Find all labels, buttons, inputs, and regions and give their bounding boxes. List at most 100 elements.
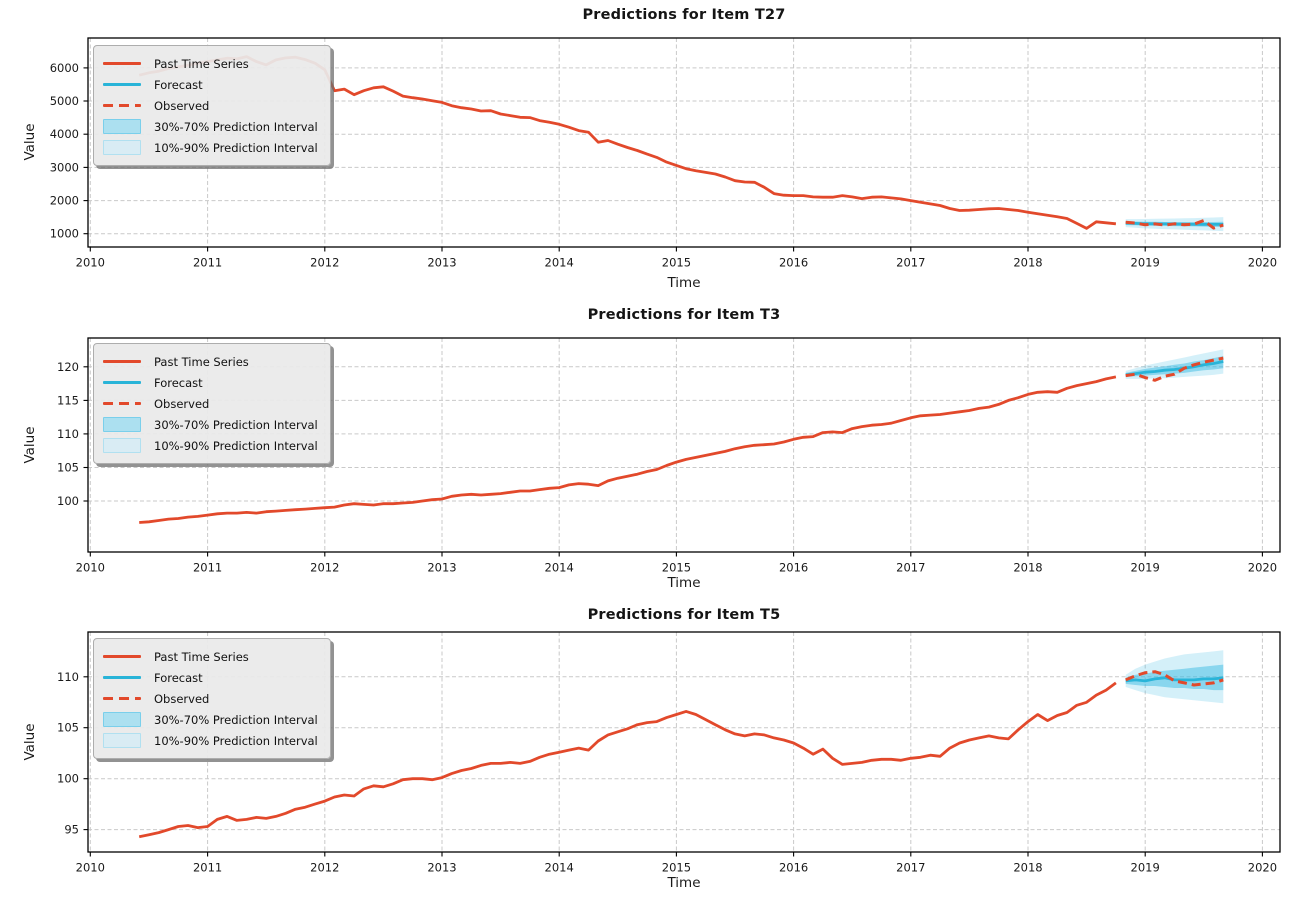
y-tick-label: 120 — [57, 360, 79, 374]
y-tick-label: 100 — [57, 494, 79, 508]
y-tick-label: 100 — [57, 772, 79, 786]
x-axis-label: Time — [667, 575, 701, 591]
x-tick-label: 2017 — [896, 256, 925, 270]
legend-item: Past Time Series — [103, 351, 318, 372]
prediction-chart-t3: 2010 2011 2012 2013 2014 2015 2016 2017 2018 2019… — [0, 300, 1293, 600]
x-tick-label: 2016 — [779, 561, 808, 575]
observed-dashed-swatch-icon — [103, 103, 141, 108]
band-30-70-swatch-icon — [103, 119, 141, 134]
chart-title: Predictions for Item T27 — [582, 7, 786, 23]
y-tick-label: 2000 — [50, 194, 79, 208]
x-tick-label: 2016 — [779, 861, 808, 875]
tick-labels: 2010 2011 2012 2013 2014 2015 2016 2017 2018 2019… — [57, 360, 1277, 575]
legend: Past Time Series Forecast Observed 30%-70% … — [93, 343, 331, 464]
y-tick-label: 110 — [57, 427, 79, 441]
x-tick-label: 2011 — [193, 561, 222, 575]
y-tick-label: 3000 — [50, 160, 79, 174]
plot-frame — [87, 337, 1281, 553]
chart-title: Predictions for Item T5 — [587, 607, 781, 623]
y-tick-label: 115 — [57, 393, 79, 407]
x-tick-label: 2020 — [1248, 561, 1277, 575]
x-tick-label: 2015 — [662, 561, 691, 575]
legend-label: 30%-70% Prediction Interval — [154, 119, 318, 134]
x-tick-label: 2014 — [545, 561, 574, 575]
legend-item: Forecast — [103, 667, 318, 688]
plot-frame — [87, 631, 1281, 853]
legend-item: Past Time Series — [103, 53, 318, 74]
forecast-line — [1125, 676, 1224, 683]
y-axis-label: Value — [22, 426, 38, 464]
band-10-90-swatch-icon — [103, 438, 141, 453]
legend-label: Forecast — [154, 77, 203, 92]
x-tick-label: 2015 — [662, 256, 691, 270]
x-tick-label: 2020 — [1248, 256, 1277, 270]
y-tick-label: 5000 — [50, 94, 79, 108]
legend-label: Past Time Series — [154, 649, 249, 664]
forecast-line-swatch-icon — [103, 380, 141, 385]
legend-item: 30%-70% Prediction Interval — [103, 414, 318, 435]
tick-marks — [83, 676, 1263, 857]
legend-label: Past Time Series — [154, 56, 249, 71]
x-tick-label: 2011 — [193, 256, 222, 270]
past-series-line — [138, 681, 1117, 839]
y-tick-label: 6000 — [50, 61, 79, 75]
x-tick-label: 2018 — [1013, 256, 1042, 270]
legend-item: Observed — [103, 393, 318, 414]
x-axis-label: Time — [667, 275, 701, 291]
legend-label: 10%-90% Prediction Interval — [154, 733, 318, 748]
legend-item: Observed — [103, 688, 318, 709]
tick-labels: 2010 2011 2012 2013 2014 2015 2016 2017 2018 2019… — [57, 670, 1277, 875]
x-tick-label: 2018 — [1013, 561, 1042, 575]
x-tick-label: 2019 — [1131, 861, 1160, 875]
legend-item: Past Time Series — [103, 646, 318, 667]
x-tick-label: 2012 — [310, 861, 339, 875]
legend-label: 10%-90% Prediction Interval — [154, 140, 318, 155]
x-tick-label: 2018 — [1013, 861, 1042, 875]
legend-label: Observed — [154, 396, 210, 411]
x-tick-label: 2020 — [1248, 861, 1277, 875]
band-10-90-swatch-icon — [103, 140, 141, 155]
y-tick-label: 1000 — [50, 227, 79, 241]
y-axis-label: Value — [22, 123, 38, 161]
y-tick-label: 105 — [57, 721, 79, 735]
band-10-90-swatch-icon — [103, 733, 141, 748]
x-tick-label: 2017 — [896, 561, 925, 575]
chart-title: Predictions for Item T3 — [587, 307, 781, 323]
prediction-chart-t5: 2010 2011 2012 2013 2014 2015 2016 2017 2018 2019… — [0, 600, 1293, 900]
legend-label: Observed — [154, 691, 210, 706]
x-tick-label: 2019 — [1131, 561, 1160, 575]
x-tick-label: 2016 — [779, 256, 808, 270]
observed-line — [1125, 219, 1224, 230]
observed-line — [1125, 356, 1224, 382]
legend-label: Observed — [154, 98, 210, 113]
legend: Past Time Series Forecast Observed 30%-70% … — [93, 45, 331, 166]
x-tick-label: 2017 — [896, 861, 925, 875]
forecast-line — [1125, 360, 1224, 377]
x-tick-label: 2015 — [662, 861, 691, 875]
y-tick-label: 4000 — [50, 127, 79, 141]
legend-item: 30%-70% Prediction Interval — [103, 709, 318, 730]
past-series-line — [139, 375, 1117, 524]
x-tick-label: 2013 — [427, 561, 456, 575]
legend-item: Observed — [103, 95, 318, 116]
past-line-swatch-icon — [103, 61, 141, 66]
tick-marks — [83, 67, 1263, 252]
x-tick-label: 2012 — [310, 561, 339, 575]
band-30-70-swatch-icon — [103, 712, 141, 727]
legend-item: 30%-70% Prediction Interval — [103, 116, 318, 137]
legend: Past Time Series Forecast Observed 30%-70% … — [93, 638, 331, 759]
x-tick-label: 2010 — [76, 861, 105, 875]
x-axis-label: Time — [667, 875, 701, 891]
past-line-swatch-icon — [103, 359, 141, 364]
observed-dashed-swatch-icon — [103, 401, 141, 406]
legend-item: 10%-90% Prediction Interval — [103, 730, 318, 751]
legend-label: 10%-90% Prediction Interval — [154, 438, 318, 453]
legend-item: 10%-90% Prediction Interval — [103, 137, 318, 158]
plot-frame — [87, 37, 1281, 248]
past-line-swatch-icon — [103, 654, 141, 659]
y-tick-label: 110 — [57, 670, 79, 684]
legend-item: Forecast — [103, 372, 318, 393]
forecast-line-swatch-icon — [103, 82, 141, 87]
x-tick-label: 2013 — [427, 256, 456, 270]
